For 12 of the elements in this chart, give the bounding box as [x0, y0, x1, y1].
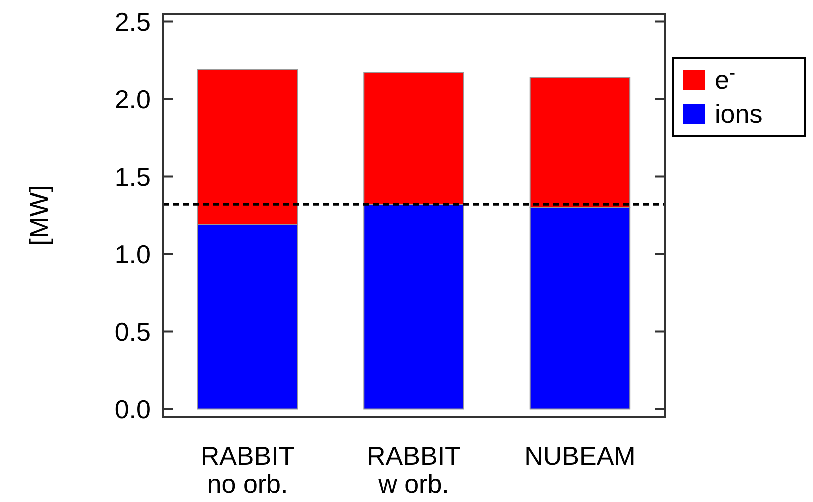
x-tick-label: RABBIT w orb.: [367, 441, 462, 499]
y-tick-label: 0.5: [114, 316, 151, 347]
legend-label: ions: [715, 99, 763, 130]
legend-label: e$^{-}$: [715, 63, 736, 96]
y-tick-label: 2.0: [114, 84, 151, 114]
x-tick-label: NUBEAM: [524, 441, 636, 471]
y-tick-label: 2.5: [114, 6, 151, 37]
x-tick-label: RABBIT no orb.: [200, 441, 295, 499]
y-axis-title: [MW]: [24, 185, 54, 246]
y-tick-label: 1.5: [114, 162, 151, 192]
y-tick-label: 1.0: [114, 239, 151, 270]
y-tick-label: 0.0: [114, 394, 151, 424]
